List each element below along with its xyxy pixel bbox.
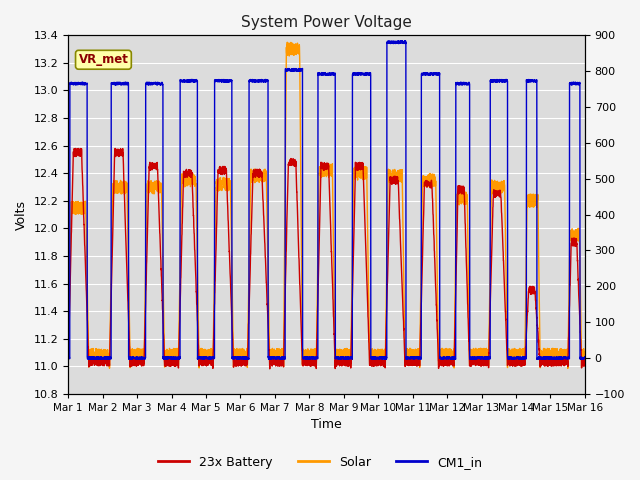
Legend: 23x Battery, Solar, CM1_in: 23x Battery, Solar, CM1_in bbox=[153, 451, 487, 474]
Title: System Power Voltage: System Power Voltage bbox=[241, 15, 412, 30]
Text: VR_met: VR_met bbox=[79, 53, 129, 66]
X-axis label: Time: Time bbox=[311, 419, 342, 432]
Y-axis label: Volts: Volts bbox=[15, 200, 28, 229]
